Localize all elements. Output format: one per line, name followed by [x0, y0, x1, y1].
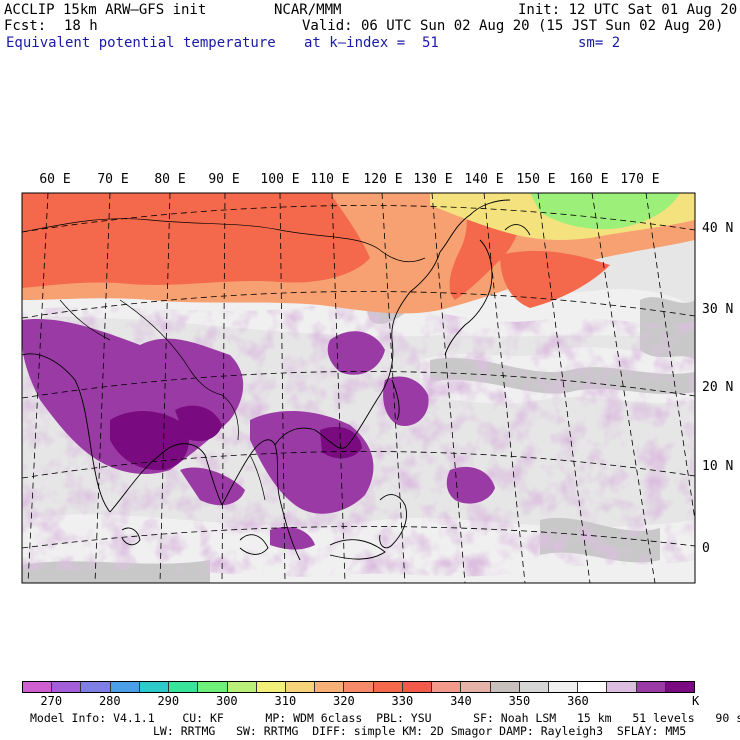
latitude-label: 40 N: [702, 221, 734, 236]
colorbar-segment: [169, 682, 199, 692]
colorbar-segment: [81, 682, 111, 692]
colorbar-segment: [23, 682, 53, 692]
colorbar-segment: [198, 682, 228, 692]
colorbar-segment: [110, 682, 140, 692]
longitude-label: 160 E: [569, 172, 609, 187]
coastlines: [22, 199, 531, 561]
colorbar-segment: [519, 682, 549, 692]
colorbar-segment: [402, 682, 433, 692]
colorbar-segment: [227, 682, 257, 692]
colorbar-tick-label: 340: [450, 694, 472, 708]
forecast-label: Fcst:: [4, 18, 47, 34]
model-info-line-1: Model Info: V4.1.1 CU: KF MP: WDM 6class…: [30, 711, 740, 725]
latitude-label: 20 N: [702, 380, 734, 395]
smoothing-label: sm= 2: [578, 35, 621, 51]
model-info-line-2: LW: RRTMG SW: RRTMG DIFF: simple KM: 2D …: [153, 724, 687, 738]
colorbar-segment: [665, 682, 695, 692]
colorbar-segment: [432, 682, 462, 692]
colorbar-segment: [636, 682, 666, 692]
level-label: at k–index = 51: [304, 35, 439, 51]
map-frame: [21, 192, 696, 584]
colorbar-segment: [607, 682, 637, 692]
latitude-label: 30 N: [702, 302, 734, 317]
colorbar-tick-label: 280: [98, 694, 121, 708]
longitude-label: 80 E: [154, 172, 186, 187]
colorbar-segment: [139, 682, 170, 692]
init-time: Init: 12 UTC Sat 01 Aug 20: [518, 2, 738, 18]
longitude-label: 100 E: [260, 172, 300, 187]
colorbar-segment: [52, 682, 82, 692]
colorbar-tick-label: 350: [508, 694, 531, 708]
longitude-label: 60 E: [39, 172, 71, 187]
latitude-label: 0: [702, 541, 710, 556]
longitude-label: 120 E: [363, 172, 403, 187]
longitude-label: 70 E: [97, 172, 129, 187]
field-name: Equivalent potential temperature: [6, 35, 276, 51]
colorbar-tick-label: 330: [391, 694, 414, 708]
country-borders: [22, 218, 426, 501]
longitude-label: 90 E: [208, 172, 240, 187]
org-label: NCAR/MMM: [274, 2, 342, 18]
forecast-hours: 18 h: [64, 18, 98, 34]
colorbar-segment: [461, 682, 491, 692]
colorbar-segment: [578, 682, 608, 692]
longitude-label: 170 E: [620, 172, 660, 187]
longitude-label: 140 E: [464, 172, 504, 187]
colorbar-tick-label: 290: [157, 694, 180, 708]
valid-time: Valid: 06 UTC Sun 02 Aug 20 (15 JST Sun …: [302, 18, 724, 34]
colorbar-segment: [315, 682, 345, 692]
colorbar-segment: [490, 682, 520, 692]
colorbar-segment: [285, 682, 316, 692]
model-title: ACCLIP 15km ARW–GFS init: [4, 2, 207, 18]
longitude-label: 130 E: [413, 172, 453, 187]
colorbar-tick-label: 320: [333, 694, 355, 708]
colorbar-tick-label: 270: [40, 694, 63, 708]
colorbar-unit: K: [692, 694, 700, 708]
colorbar-segment: [344, 682, 374, 692]
colorbar-segment: [548, 682, 579, 692]
fill-darkpurple: [110, 405, 362, 471]
colorbar: [22, 681, 695, 693]
latitude-label: 10 N: [702, 459, 734, 474]
colorbar-tick-label: 310: [274, 694, 297, 708]
colorbar-segment: [256, 682, 286, 692]
colorbar-tick-label: 300: [215, 694, 238, 708]
colorbar-segment: [373, 682, 403, 692]
longitude-label: 150 E: [516, 172, 556, 187]
longitude-label: 110 E: [310, 172, 350, 187]
fill-green: [530, 193, 680, 230]
colorbar-tick-label: 360: [567, 694, 589, 708]
